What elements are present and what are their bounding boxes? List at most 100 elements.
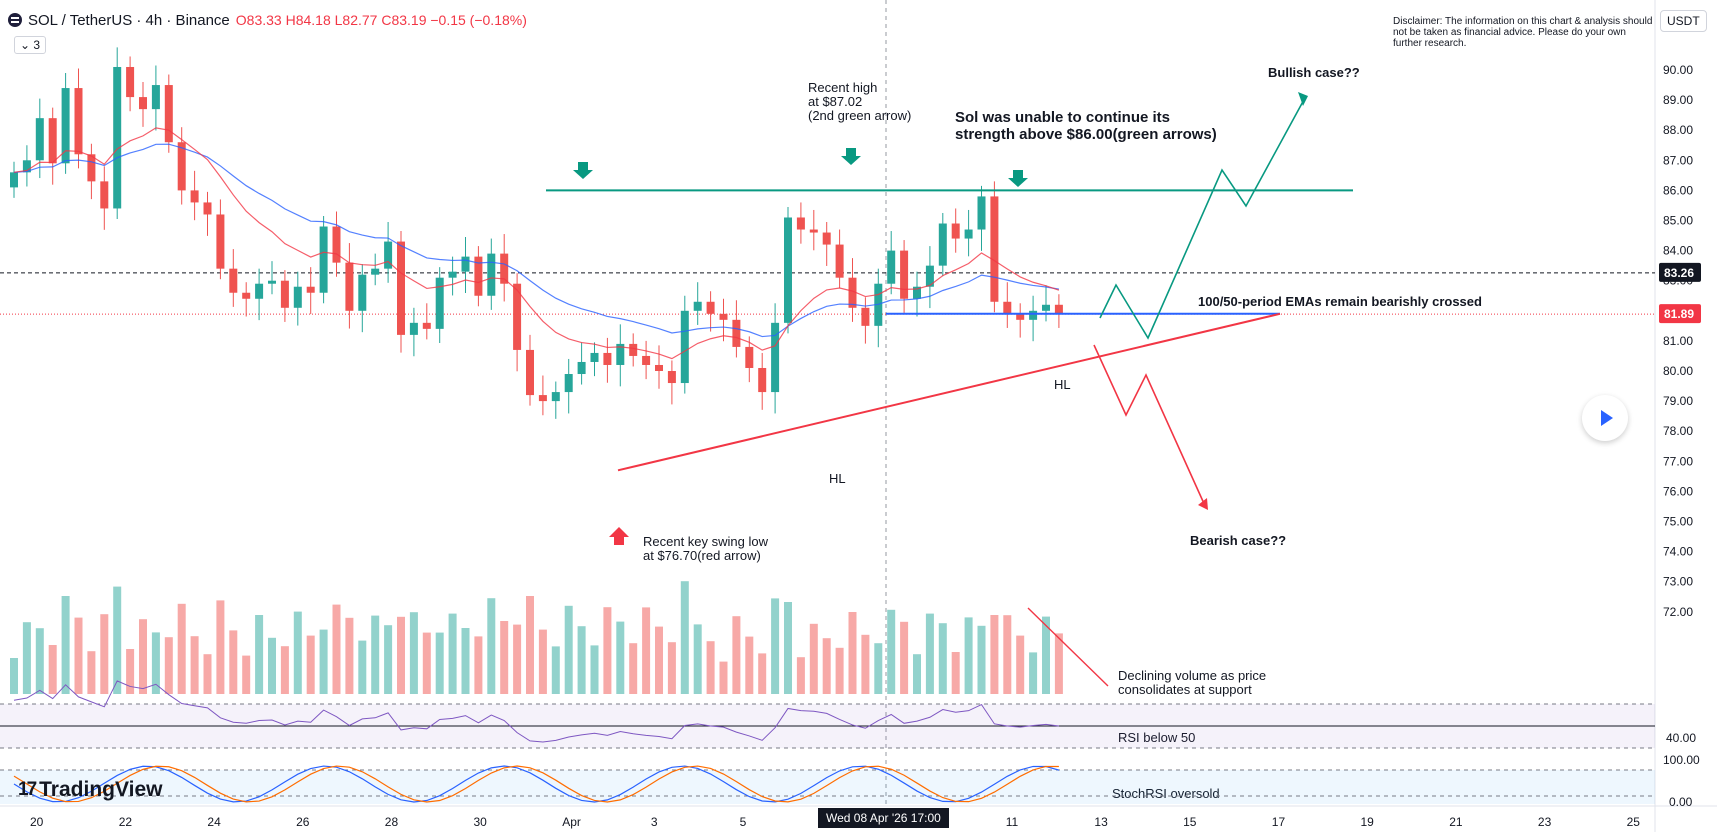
candle (719, 298, 728, 342)
volume-bar (719, 661, 728, 694)
down-arrow-marker-icon (1008, 170, 1028, 187)
candle-body (951, 223, 960, 239)
volume-bar (887, 609, 896, 694)
candle (74, 68, 83, 169)
candle (177, 127, 186, 205)
volume-bar (667, 642, 676, 694)
candle (538, 375, 547, 416)
branding-text: TradingView (39, 778, 163, 801)
volume-bar (164, 637, 173, 694)
stoch-k-line (13, 765, 1060, 803)
candle (319, 215, 328, 304)
indicator-toggle[interactable]: ⌄ 3 (14, 36, 47, 54)
candle (874, 268, 883, 348)
candle (113, 47, 122, 219)
solana-logo-icon (8, 13, 22, 27)
volume-bar (255, 615, 264, 694)
candle-body (151, 85, 160, 110)
candle (126, 56, 135, 112)
candle (629, 333, 638, 367)
play-icon (1600, 410, 1613, 426)
volume-bar (758, 653, 767, 694)
volume-bar (538, 629, 547, 694)
candle-body (1016, 313, 1025, 320)
candle-body (371, 268, 380, 275)
candle (268, 261, 276, 295)
volume-bar (61, 596, 70, 694)
candle (577, 342, 586, 385)
candle-body (629, 343, 638, 356)
y-tick-label: 85.00 (1663, 214, 1693, 228)
candle-body (358, 274, 367, 311)
candle-body (758, 367, 767, 393)
ema-50-line (13, 127, 1060, 360)
ohlc-readout: O83.33 H84.18 L82.77 C83.19 −0.15 (−0.18… (235, 12, 527, 28)
volume-bar (745, 636, 754, 694)
candle (164, 74, 173, 153)
stoch-band (0, 770, 1655, 804)
volume-bar (139, 619, 147, 694)
volume-bar (216, 600, 225, 694)
candle-body (139, 97, 147, 110)
volume-bar (229, 630, 238, 694)
volume-bar (448, 613, 457, 694)
volume-bar (487, 598, 496, 694)
symbol-header[interactable]: SOL / TetherUS · 4h · Binance O83.33 H84… (6, 8, 533, 32)
candle (913, 271, 921, 317)
volume-bar (848, 612, 857, 694)
candle (706, 291, 715, 332)
candle (990, 181, 999, 313)
y-tick-label: 78.00 (1663, 424, 1693, 438)
volume-bar (732, 616, 741, 694)
bullish-path (1099, 95, 1307, 340)
candle (951, 208, 960, 253)
candle (758, 352, 767, 410)
tradingview-logo[interactable]: 17 TradingView (18, 778, 162, 802)
candle (255, 268, 264, 321)
candle-body (835, 244, 844, 278)
volume-bar (1042, 616, 1050, 694)
symbol-title[interactable]: SOL / TetherUS · 4h · Binance (28, 11, 230, 29)
candle-body (48, 118, 57, 164)
candle-body (126, 66, 135, 98)
volume-bar (435, 632, 444, 694)
down-arrow-marker-icon (841, 148, 861, 165)
candle (551, 381, 560, 419)
candle-body (177, 142, 186, 191)
candle-body (22, 160, 31, 173)
candle-body (655, 364, 663, 371)
candle (100, 166, 109, 230)
candle-body (667, 371, 676, 384)
candle-body (822, 232, 831, 245)
volume-bar (513, 624, 522, 694)
volume-bar (784, 602, 792, 694)
candle (1042, 285, 1050, 322)
volume-bar (964, 617, 973, 694)
volume-bar (500, 621, 509, 694)
candle (526, 334, 534, 406)
volume-bar (332, 604, 341, 694)
volume-bar (1003, 615, 1012, 694)
candle (139, 82, 147, 127)
annotation-ema-crossed: 100/50-period EMAs remain bearishly cros… (1198, 294, 1482, 309)
candle (900, 240, 909, 313)
volume-bar (603, 607, 612, 694)
crosshair-date-label: Wed 08 Apr '26 17:00 (818, 808, 949, 828)
candle-body (538, 395, 547, 402)
candle-body (409, 322, 418, 335)
candle (397, 231, 405, 353)
currency-button[interactable]: USDT (1660, 10, 1707, 32)
candle-body (784, 217, 792, 323)
candle (655, 345, 663, 389)
replay-play-button[interactable] (1582, 395, 1628, 441)
volume-bar (371, 615, 380, 694)
stoch-d-line (13, 765, 1059, 803)
x-tick-label: 23 (1538, 815, 1552, 829)
x-tick-label: 22 (119, 815, 133, 829)
y-tick-label: 90.00 (1663, 63, 1693, 77)
x-tick-label: 25 (1627, 815, 1641, 829)
candle-body (616, 343, 625, 365)
candle-body (61, 88, 70, 164)
